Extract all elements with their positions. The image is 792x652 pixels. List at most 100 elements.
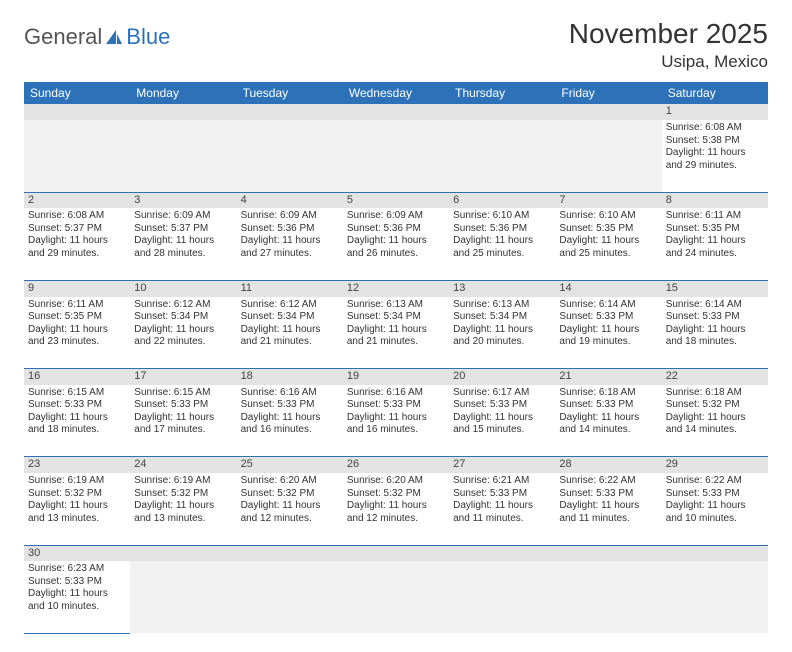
day-cell: Sunrise: 6:22 AMSunset: 5:33 PMDaylight:… — [662, 473, 768, 545]
daylight-text: and 29 minutes. — [666, 160, 764, 173]
day-number-cell: 6 — [449, 192, 555, 208]
sunrise-text: Sunrise: 6:19 AM — [134, 475, 232, 488]
title-block: November 2025 Usipa, Mexico — [569, 18, 768, 72]
sunset-text: Sunset: 5:35 PM — [666, 223, 764, 236]
daylight-text: and 20 minutes. — [453, 336, 551, 349]
daylight-text: Daylight: 11 hours — [453, 412, 551, 425]
sunset-text: Sunset: 5:33 PM — [134, 399, 232, 412]
sunrise-text: Sunrise: 6:12 AM — [241, 299, 339, 312]
daylight-text: Daylight: 11 hours — [559, 412, 657, 425]
daylight-text: and 18 minutes. — [666, 336, 764, 349]
daylight-text: and 24 minutes. — [666, 248, 764, 261]
daylight-text: Daylight: 11 hours — [28, 412, 126, 425]
daylight-text: Daylight: 11 hours — [28, 588, 126, 601]
daylight-text: and 29 minutes. — [28, 248, 126, 261]
sunset-text: Sunset: 5:34 PM — [347, 311, 445, 324]
daylight-text: and 27 minutes. — [241, 248, 339, 261]
daylight-text: Daylight: 11 hours — [666, 235, 764, 248]
daylight-text: Daylight: 11 hours — [559, 235, 657, 248]
day-number-cell: 28 — [555, 457, 661, 473]
day-number-cell: 22 — [662, 369, 768, 385]
day-number-row: 30 — [24, 545, 768, 561]
logo-text-2: Blue — [126, 24, 170, 50]
day-number-cell — [449, 104, 555, 120]
day-number-row: 1 — [24, 104, 768, 120]
day-cell — [237, 120, 343, 192]
weekday-header: Monday — [130, 82, 236, 104]
day-cell — [130, 120, 236, 192]
daylight-text: Daylight: 11 hours — [241, 412, 339, 425]
week-row: Sunrise: 6:19 AMSunset: 5:32 PMDaylight:… — [24, 473, 768, 545]
day-number-cell — [555, 104, 661, 120]
day-number-row: 2345678 — [24, 192, 768, 208]
daylight-text: and 26 minutes. — [347, 248, 445, 261]
sunrise-text: Sunrise: 6:09 AM — [134, 210, 232, 223]
sunset-text: Sunset: 5:32 PM — [134, 488, 232, 501]
sunset-text: Sunset: 5:38 PM — [666, 135, 764, 148]
daylight-text: Daylight: 11 hours — [134, 500, 232, 513]
day-cell: Sunrise: 6:10 AMSunset: 5:36 PMDaylight:… — [449, 208, 555, 280]
day-cell: Sunrise: 6:19 AMSunset: 5:32 PMDaylight:… — [24, 473, 130, 545]
day-number-row: 23242526272829 — [24, 457, 768, 473]
day-cell: Sunrise: 6:08 AMSunset: 5:37 PMDaylight:… — [24, 208, 130, 280]
logo-text-1: General — [24, 24, 102, 50]
sunset-text: Sunset: 5:32 PM — [241, 488, 339, 501]
day-number-cell — [662, 545, 768, 561]
sunset-text: Sunset: 5:36 PM — [241, 223, 339, 236]
day-number-cell: 18 — [237, 369, 343, 385]
sunrise-text: Sunrise: 6:15 AM — [28, 387, 126, 400]
daylight-text: and 14 minutes. — [559, 424, 657, 437]
daylight-text: Daylight: 11 hours — [666, 324, 764, 337]
day-cell: Sunrise: 6:09 AMSunset: 5:37 PMDaylight:… — [130, 208, 236, 280]
daylight-text: and 21 minutes. — [241, 336, 339, 349]
sunrise-text: Sunrise: 6:14 AM — [559, 299, 657, 312]
day-number-cell: 9 — [24, 280, 130, 296]
day-cell: Sunrise: 6:14 AMSunset: 5:33 PMDaylight:… — [555, 297, 661, 369]
day-number-cell: 26 — [343, 457, 449, 473]
sunset-text: Sunset: 5:33 PM — [28, 399, 126, 412]
sunrise-text: Sunrise: 6:21 AM — [453, 475, 551, 488]
sunset-text: Sunset: 5:33 PM — [666, 311, 764, 324]
day-number-row: 9101112131415 — [24, 280, 768, 296]
day-cell — [449, 120, 555, 192]
weekday-header-row: SundayMondayTuesdayWednesdayThursdayFrid… — [24, 82, 768, 104]
sunrise-text: Sunrise: 6:23 AM — [28, 563, 126, 576]
day-number-cell: 24 — [130, 457, 236, 473]
daylight-text: Daylight: 11 hours — [28, 500, 126, 513]
day-cell: Sunrise: 6:16 AMSunset: 5:33 PMDaylight:… — [237, 385, 343, 457]
day-cell: Sunrise: 6:10 AMSunset: 5:35 PMDaylight:… — [555, 208, 661, 280]
sunset-text: Sunset: 5:34 PM — [134, 311, 232, 324]
day-cell: Sunrise: 6:12 AMSunset: 5:34 PMDaylight:… — [237, 297, 343, 369]
sunrise-text: Sunrise: 6:09 AM — [241, 210, 339, 223]
daylight-text: and 15 minutes. — [453, 424, 551, 437]
week-row: Sunrise: 6:15 AMSunset: 5:33 PMDaylight:… — [24, 385, 768, 457]
daylight-text: and 23 minutes. — [28, 336, 126, 349]
day-number-cell: 12 — [343, 280, 449, 296]
daylight-text: Daylight: 11 hours — [28, 235, 126, 248]
daylight-text: Daylight: 11 hours — [347, 500, 445, 513]
day-number-cell: 7 — [555, 192, 661, 208]
sail-icon — [104, 28, 124, 46]
daylight-text: Daylight: 11 hours — [134, 235, 232, 248]
sunrise-text: Sunrise: 6:20 AM — [241, 475, 339, 488]
location: Usipa, Mexico — [569, 52, 768, 72]
daylight-text: and 14 minutes. — [666, 424, 764, 437]
day-cell: Sunrise: 6:15 AMSunset: 5:33 PMDaylight:… — [24, 385, 130, 457]
week-row: Sunrise: 6:11 AMSunset: 5:35 PMDaylight:… — [24, 297, 768, 369]
daylight-text: and 11 minutes. — [453, 513, 551, 526]
daylight-text: and 13 minutes. — [134, 513, 232, 526]
week-row: Sunrise: 6:08 AMSunset: 5:38 PMDaylight:… — [24, 120, 768, 192]
weekday-header: Friday — [555, 82, 661, 104]
daylight-text: and 18 minutes. — [28, 424, 126, 437]
day-cell: Sunrise: 6:20 AMSunset: 5:32 PMDaylight:… — [343, 473, 449, 545]
sunrise-text: Sunrise: 6:16 AM — [347, 387, 445, 400]
daylight-text: Daylight: 11 hours — [666, 412, 764, 425]
sunrise-text: Sunrise: 6:22 AM — [666, 475, 764, 488]
day-number-cell: 23 — [24, 457, 130, 473]
day-cell: Sunrise: 6:09 AMSunset: 5:36 PMDaylight:… — [343, 208, 449, 280]
sunrise-text: Sunrise: 6:09 AM — [347, 210, 445, 223]
daylight-text: Daylight: 11 hours — [559, 500, 657, 513]
sunset-text: Sunset: 5:32 PM — [28, 488, 126, 501]
day-cell: Sunrise: 6:15 AMSunset: 5:33 PMDaylight:… — [130, 385, 236, 457]
sunset-text: Sunset: 5:37 PM — [28, 223, 126, 236]
